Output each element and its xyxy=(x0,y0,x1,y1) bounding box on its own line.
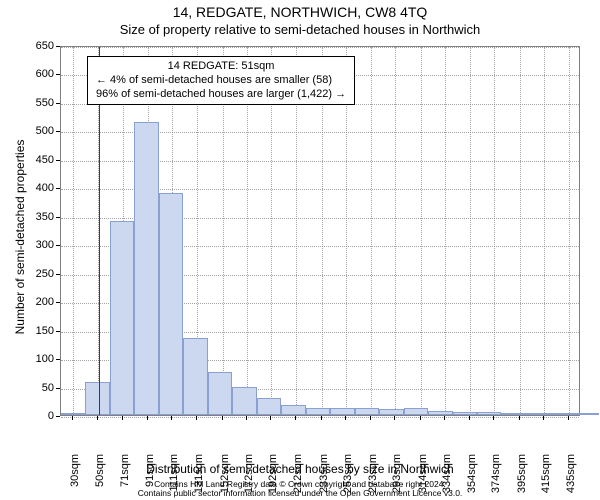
y-tick-mark xyxy=(56,331,60,332)
legend-box: 14 REDGATE: 51sqm ← 4% of semi-detached … xyxy=(87,56,355,105)
y-tick-mark xyxy=(56,46,60,47)
grid-line-v xyxy=(421,47,422,415)
histogram-bar xyxy=(477,412,501,415)
y-tick-label: 400 xyxy=(14,182,54,194)
y-tick-label: 150 xyxy=(14,325,54,337)
x-tick-mark xyxy=(321,416,322,420)
histogram-bar xyxy=(379,409,403,415)
histogram-bar xyxy=(208,372,232,415)
grid-line-v xyxy=(494,47,495,415)
legend-line-1: 14 REDGATE: 51sqm xyxy=(96,60,346,74)
x-tick-mark xyxy=(394,416,395,420)
grid-line-v xyxy=(73,47,74,415)
histogram-bar xyxy=(453,412,477,415)
y-tick-mark xyxy=(56,388,60,389)
histogram-bar xyxy=(61,413,85,415)
x-tick-mark xyxy=(270,416,271,420)
histogram-bar xyxy=(281,405,305,415)
y-tick-mark xyxy=(56,416,60,417)
grid-line-v xyxy=(395,47,396,415)
y-tick-mark xyxy=(56,160,60,161)
x-tick-mark xyxy=(72,416,73,420)
y-tick-label: 50 xyxy=(14,382,54,394)
x-axis-label: Distribution of semi-detached houses by … xyxy=(0,462,600,476)
x-tick-mark xyxy=(97,416,98,420)
histogram-bar xyxy=(575,413,599,415)
x-tick-mark xyxy=(295,416,296,420)
legend-line-3: 96% of semi-detached houses are larger (… xyxy=(96,88,346,102)
x-tick-mark xyxy=(444,416,445,420)
histogram-bar xyxy=(306,408,330,415)
grid-line-h xyxy=(61,47,579,48)
grid-line-v xyxy=(470,47,471,415)
y-tick-label: 600 xyxy=(14,68,54,80)
x-tick-mark xyxy=(171,416,172,420)
histogram-bar xyxy=(183,338,207,415)
histogram-bar xyxy=(355,408,379,415)
x-tick-mark xyxy=(122,416,123,420)
plot-area: 14 REDGATE: 51sqm ← 4% of semi-detached … xyxy=(60,46,580,416)
y-tick-mark xyxy=(56,302,60,303)
y-tick-label: 550 xyxy=(14,97,54,109)
histogram-bar xyxy=(134,122,158,415)
y-tick-mark xyxy=(56,359,60,360)
y-tick-label: 200 xyxy=(14,296,54,308)
x-tick-mark xyxy=(493,416,494,420)
y-tick-mark xyxy=(56,245,60,246)
histogram-bar xyxy=(257,398,281,415)
grid-line-v xyxy=(445,47,446,415)
histogram-bar xyxy=(232,387,256,415)
y-tick-label: 0 xyxy=(14,410,54,422)
y-tick-label: 650 xyxy=(14,40,54,52)
histogram-bar xyxy=(428,411,452,415)
x-tick-mark xyxy=(222,416,223,420)
x-tick-mark xyxy=(519,416,520,420)
x-tick-mark xyxy=(543,416,544,420)
y-tick-label: 100 xyxy=(14,353,54,365)
y-tick-label: 350 xyxy=(14,211,54,223)
footer-line-2: Contains public sector information licen… xyxy=(138,488,463,498)
footer-text: Contains HM Land Registry data © Crown c… xyxy=(0,480,600,499)
x-tick-mark xyxy=(196,416,197,420)
y-tick-label: 250 xyxy=(14,268,54,280)
y-tick-mark xyxy=(56,103,60,104)
histogram-bar xyxy=(501,413,525,415)
y-tick-label: 300 xyxy=(14,239,54,251)
legend-line-2: ← 4% of semi-detached houses are smaller… xyxy=(96,74,346,88)
histogram-bar xyxy=(526,413,550,415)
x-tick-mark xyxy=(246,416,247,420)
x-tick-mark xyxy=(420,416,421,420)
chart-container: 14, REDGATE, NORTHWICH, CW8 4TQ Size of … xyxy=(0,0,600,500)
histogram-bar xyxy=(110,221,134,415)
grid-line-v xyxy=(569,47,570,415)
y-tick-label: 450 xyxy=(14,154,54,166)
x-tick-mark xyxy=(568,416,569,420)
x-tick-mark xyxy=(147,416,148,420)
y-tick-mark xyxy=(56,274,60,275)
y-tick-mark xyxy=(56,188,60,189)
grid-line-v xyxy=(371,47,372,415)
chart-title-main: 14, REDGATE, NORTHWICH, CW8 4TQ xyxy=(0,4,600,20)
histogram-bar xyxy=(404,408,428,415)
histogram-bar xyxy=(550,413,574,415)
histogram-bar xyxy=(330,408,354,415)
y-tick-label: 500 xyxy=(14,125,54,137)
grid-line-v xyxy=(520,47,521,415)
histogram-bar xyxy=(159,193,183,415)
histogram-bar xyxy=(85,382,109,415)
x-tick-mark xyxy=(469,416,470,420)
y-tick-mark xyxy=(56,131,60,132)
y-tick-mark xyxy=(56,74,60,75)
grid-line-v xyxy=(544,47,545,415)
y-tick-mark xyxy=(56,217,60,218)
x-tick-mark xyxy=(370,416,371,420)
chart-title-sub: Size of property relative to semi-detach… xyxy=(0,22,600,37)
x-tick-mark xyxy=(345,416,346,420)
